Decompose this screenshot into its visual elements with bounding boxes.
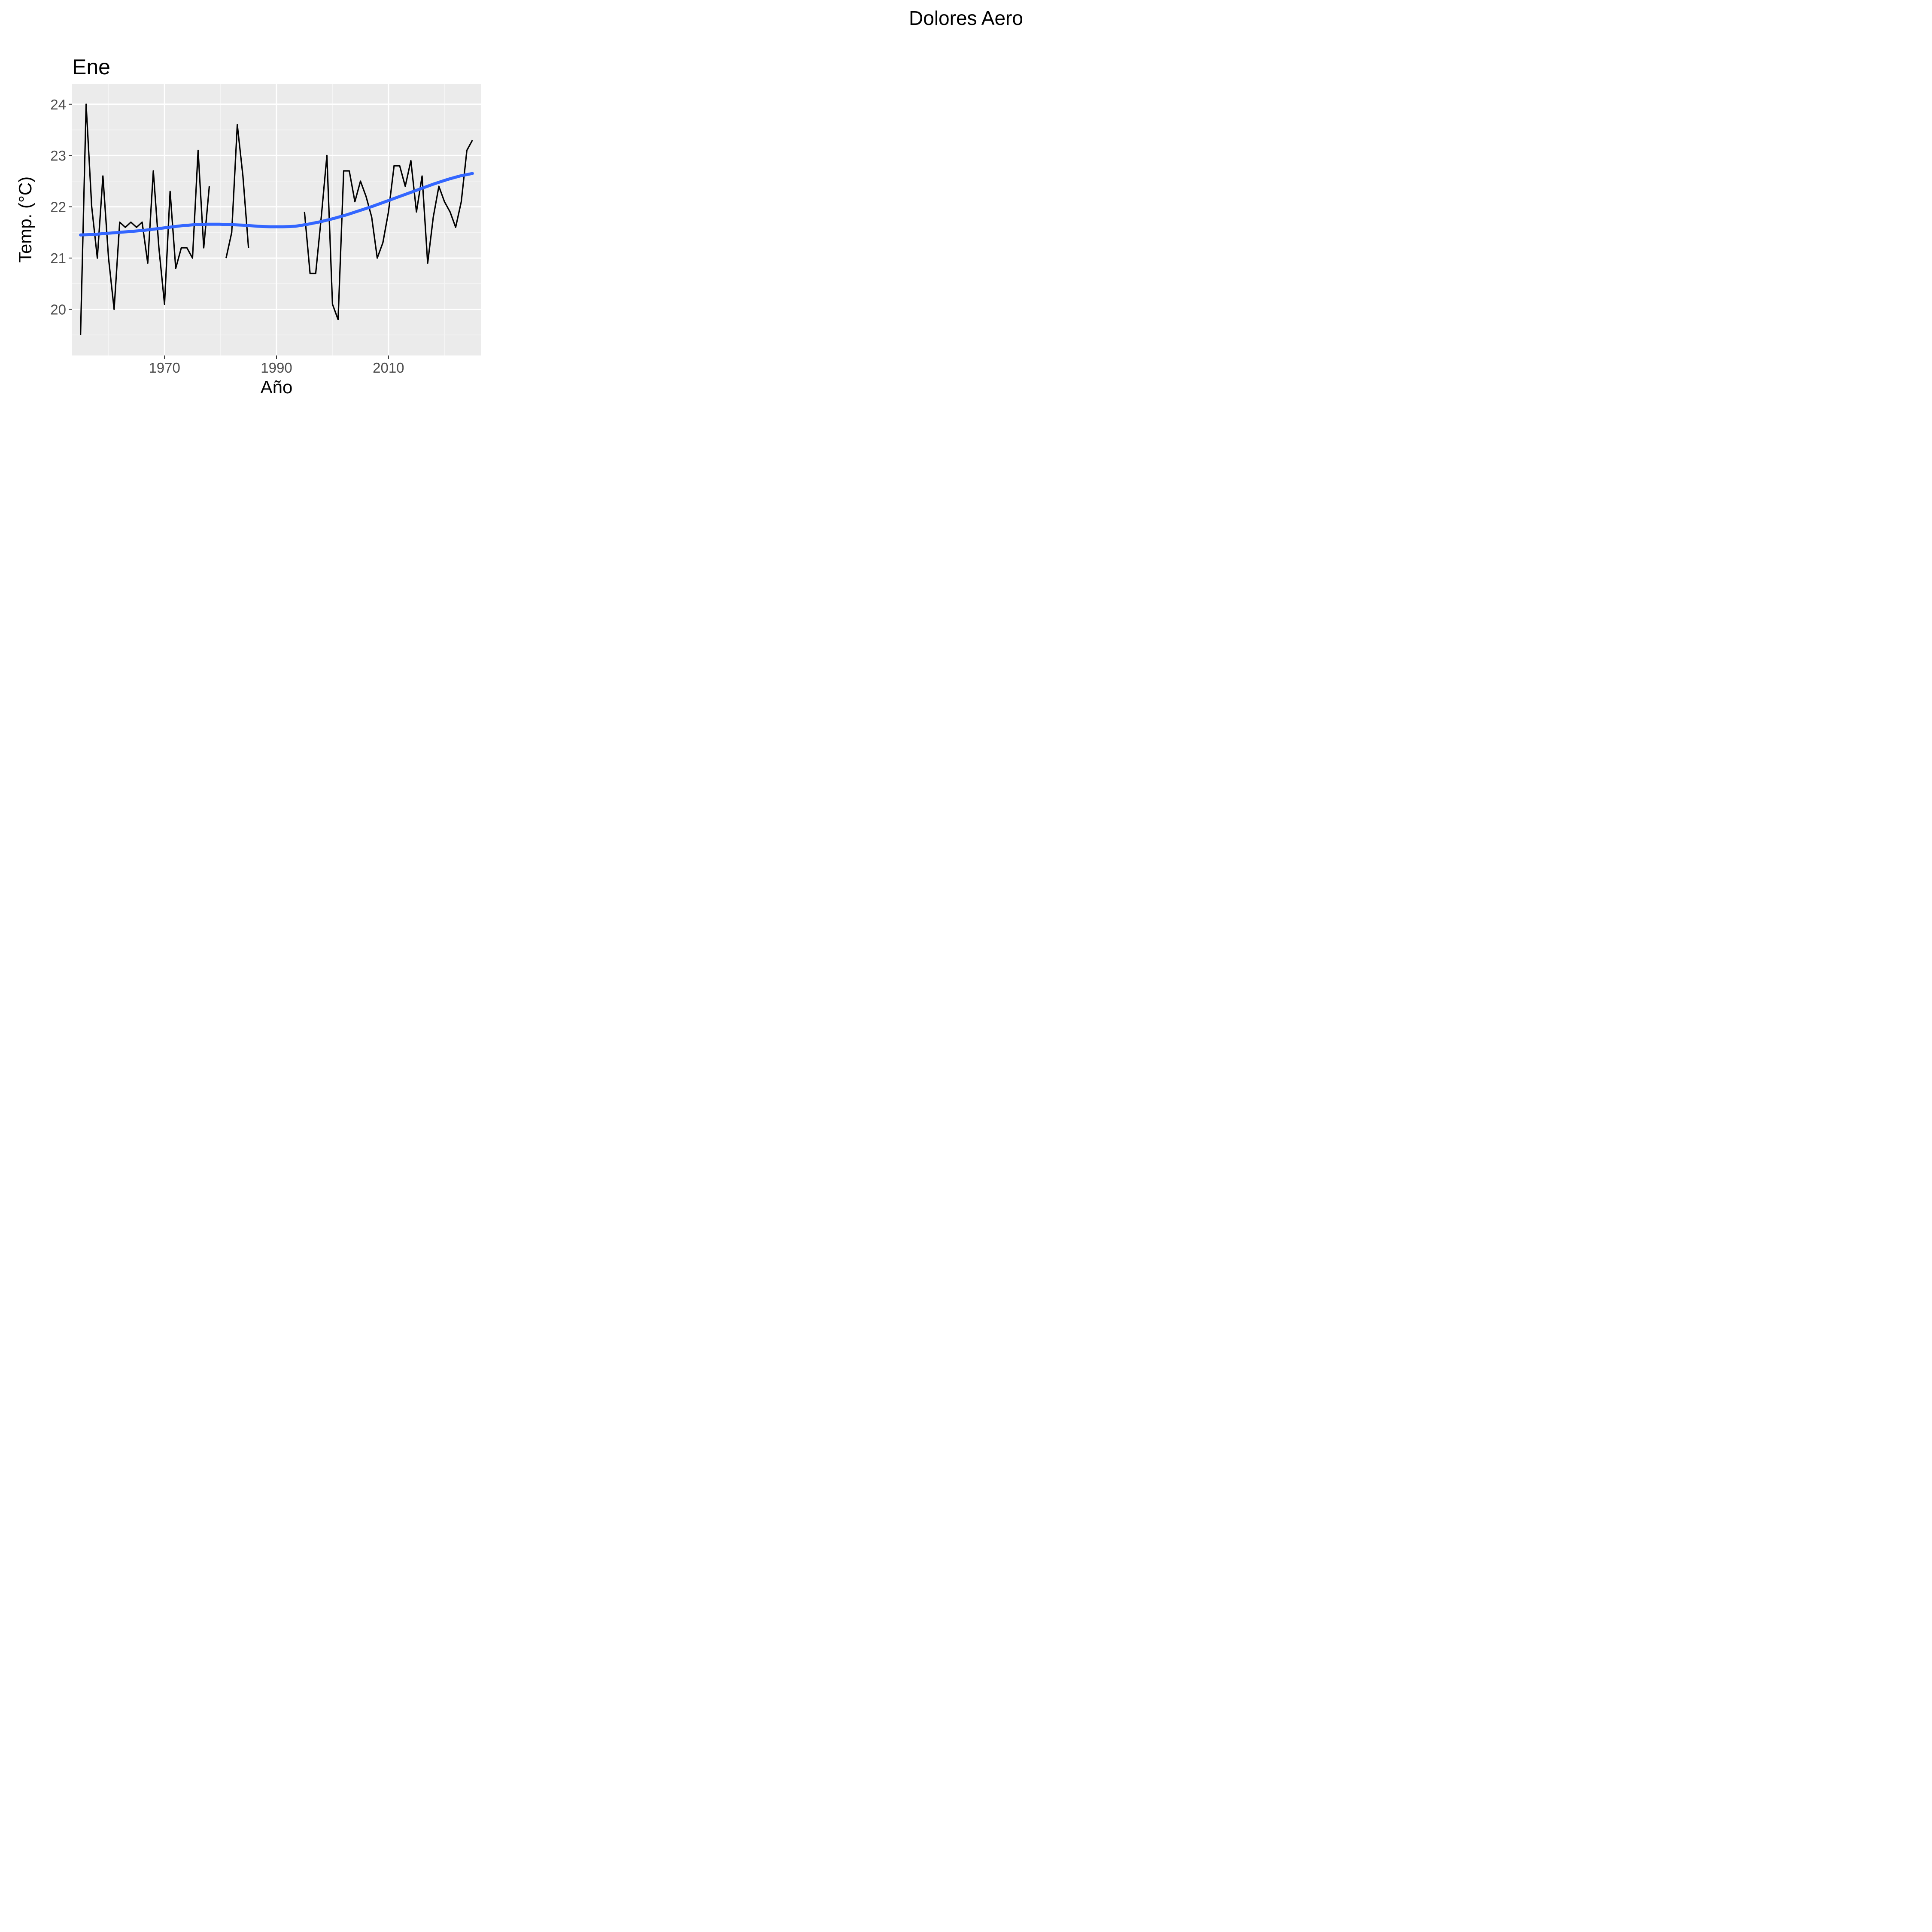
data-layer <box>79 103 474 335</box>
x-tick-label: 1990 <box>261 360 292 376</box>
x-axis-label: Año <box>261 377 293 397</box>
y-tick-label: 20 <box>50 302 66 318</box>
y-tick-label: 21 <box>50 250 66 266</box>
trend-line <box>79 172 474 237</box>
figure-title: Dolores Aero <box>909 7 1023 29</box>
y-axis-label: Temp. (°C) <box>15 176 35 263</box>
x-tick-label: 2010 <box>373 360 404 376</box>
temperature-line <box>80 103 210 335</box>
y-tick-label: 23 <box>50 148 66 164</box>
x-tick-label: 1970 <box>149 360 180 376</box>
y-tick-label: 24 <box>50 97 66 112</box>
panel-ene: 20 21 22 23 24 1970 1990 2010 Ene Año Temp. (°C) <box>15 55 481 397</box>
temperature-line <box>304 140 473 321</box>
panel-title: Ene <box>72 55 110 79</box>
temperature-line <box>225 124 249 258</box>
panels: 20 21 22 23 24 1970 1990 2010 Ene Año Temp. (°C) <box>15 55 481 397</box>
y-tick-label: 22 <box>50 199 66 215</box>
